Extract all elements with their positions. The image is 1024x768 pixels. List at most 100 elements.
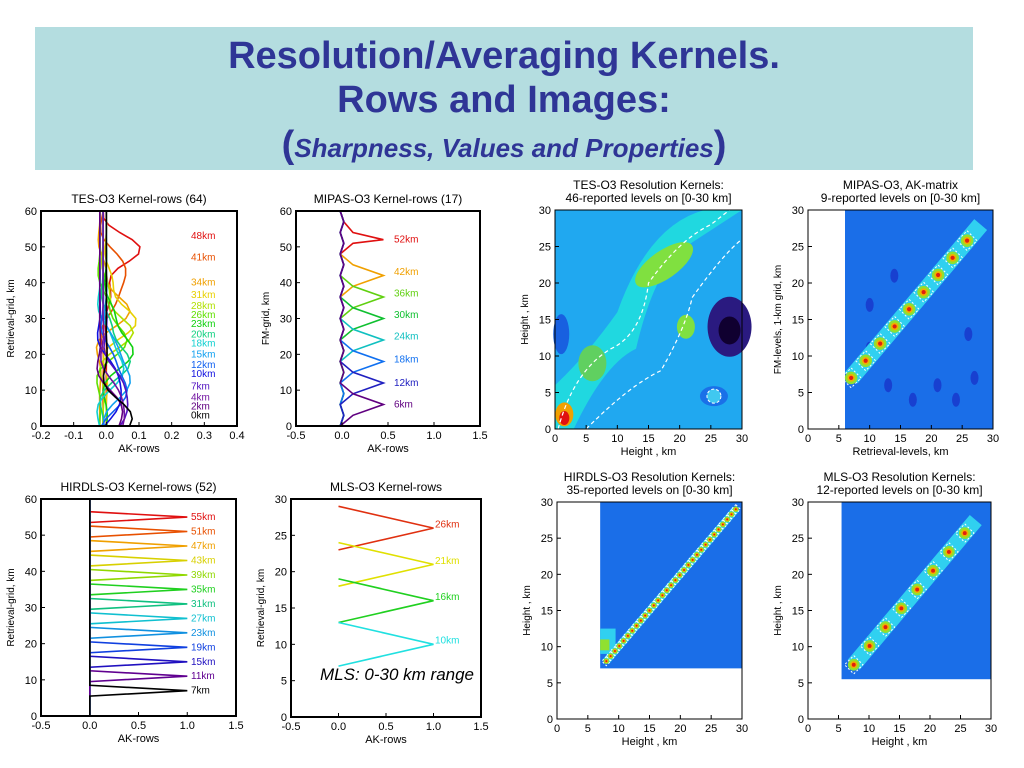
y-tick-label: 50 xyxy=(25,530,37,542)
y-tick-label: 20 xyxy=(275,567,287,579)
heatmap-low xyxy=(890,268,899,283)
y-tick-label: 60 xyxy=(280,206,292,218)
chart-title: MLS-O3 Resolution Kernels: xyxy=(823,470,975,484)
heatmap-peak xyxy=(614,650,616,652)
y-tick-label: 5 xyxy=(798,678,804,690)
y-tick-label: 30 xyxy=(25,314,37,326)
heatmap-peak xyxy=(661,594,664,597)
y-axis-label: FM-levels, 1-km grid, km xyxy=(773,265,784,374)
kernel-row-label: 28km xyxy=(191,301,215,312)
kernel-series-group: 26km 21km 16km 10km xyxy=(338,505,459,667)
heatmap-peak xyxy=(631,629,634,632)
chart-title: MLS-O3 Kernel-rows xyxy=(330,480,442,494)
kernel-row-label: 52km xyxy=(394,235,418,246)
y-tick-label: 10 xyxy=(25,385,37,397)
x-tick-label: 0.0 xyxy=(99,430,114,442)
y-tick-label: 30 xyxy=(541,497,553,509)
heatmap-contour xyxy=(927,264,949,286)
heatmap-low xyxy=(553,314,570,355)
heatmap-peak xyxy=(867,643,872,648)
heatmap-peak xyxy=(965,238,970,243)
x-tick-label: 15 xyxy=(642,433,654,445)
x-tick-label: 30 xyxy=(736,433,748,445)
heatmap-peak xyxy=(605,660,608,663)
chart-title: 35-reported levels on [0-30 km] xyxy=(566,483,732,497)
y-tick-label: 15 xyxy=(792,315,804,327)
heatmap-peak xyxy=(678,574,681,577)
x-tick-label: 1.5 xyxy=(472,430,487,442)
chart-axes-6: HIRDLS-O3 Resolution Kernels:35-reported… xyxy=(522,470,748,748)
heatmap-contour xyxy=(713,524,724,535)
heatmap-low xyxy=(964,327,973,342)
y-tick-label: 10 xyxy=(541,642,553,654)
heatmap-peak xyxy=(734,508,737,511)
heatmap-contour xyxy=(700,539,711,550)
x-tick-label: 25 xyxy=(956,433,968,445)
y-tick-label: 50 xyxy=(25,242,37,254)
x-tick-label: 10 xyxy=(613,723,625,735)
x-tick-label: 25 xyxy=(954,723,966,735)
heatmap-peak xyxy=(626,634,629,637)
heatmap-contour xyxy=(717,519,729,530)
x-tick-label: -0.5 xyxy=(287,430,306,442)
heatmap-peak xyxy=(622,639,625,642)
x-tick-label: 0 xyxy=(552,433,558,445)
x-tick-label: 1.0 xyxy=(180,720,195,732)
x-tick-label: 1.5 xyxy=(473,721,488,733)
kernel-row-label: 36km xyxy=(394,288,418,299)
heatmap-contour xyxy=(678,564,690,576)
chart-axes-2: TES-O3 Resolution Kernels:46-reported le… xyxy=(520,178,748,458)
kernel-row-line xyxy=(95,211,131,426)
heatmap-contour xyxy=(687,554,698,566)
x-axis-label: Height , km xyxy=(622,736,678,748)
heatmap-peak xyxy=(670,584,673,587)
x-tick-label: 0.5 xyxy=(131,720,146,732)
kernel-row-label: 7km xyxy=(191,686,210,697)
heatmap-contour xyxy=(913,281,935,303)
heatmap-peak xyxy=(691,558,694,561)
chart-title: TES-O3 Resolution Kernels: xyxy=(573,178,724,192)
heatmap-contour xyxy=(683,559,694,571)
kernel-row-label: 30km xyxy=(394,310,418,321)
y-axis-label: Retrieval-grid, km xyxy=(6,568,17,646)
y-tick-label: 20 xyxy=(541,569,553,581)
kernel-series-group: 48km 41km 34km31km28km26km23km20km18km15km… xyxy=(95,210,215,427)
x-axis-label: Height , km xyxy=(621,446,677,458)
heatmap-peak xyxy=(708,538,711,541)
y-tick-label: 20 xyxy=(280,349,292,361)
chart-axes-1: MIPAS-O3 Kernel-rows (17) -0.5 0.0 0.5 1.0 1.… xyxy=(261,192,488,455)
heatmap-contour xyxy=(891,598,912,619)
heatmap-peak xyxy=(683,569,685,571)
x-tick-label: -0.2 xyxy=(32,430,51,442)
heatmap-contour xyxy=(898,298,920,320)
kernel-row-label: 43km xyxy=(191,555,215,566)
heatmap-contour xyxy=(956,230,978,252)
y-tick-label: 20 xyxy=(792,569,804,581)
heatmap-peak xyxy=(950,255,955,260)
y-axis-label: Height , km xyxy=(520,294,531,345)
kernel-row-label: 2km xyxy=(191,401,210,412)
kernel-row-label: 34km xyxy=(191,278,215,289)
kernel-row-label: 41km xyxy=(191,253,215,264)
x-tick-label: 0.1 xyxy=(131,430,146,442)
y-tick-label: 25 xyxy=(539,242,551,254)
heatmap-contour xyxy=(923,560,943,581)
y-axis-label: Retrieval-grid, km xyxy=(6,279,17,357)
y-axis-label: Retrieval-grid, km xyxy=(256,569,267,647)
heatmap-field xyxy=(553,209,752,430)
heatmap-peak xyxy=(600,639,610,651)
heatmap-peak xyxy=(687,563,690,566)
kernel-row-label: 27km xyxy=(191,613,215,624)
heatmap-peak xyxy=(559,411,570,426)
heatmap-contour xyxy=(884,315,906,338)
heatmap-contour xyxy=(869,332,891,355)
heatmap-contour xyxy=(635,615,647,626)
kernel-row-line xyxy=(338,505,434,551)
heatmap-peak xyxy=(899,606,904,611)
heatmap-blob xyxy=(676,314,695,339)
kernel-row-label: 18km xyxy=(191,339,215,350)
